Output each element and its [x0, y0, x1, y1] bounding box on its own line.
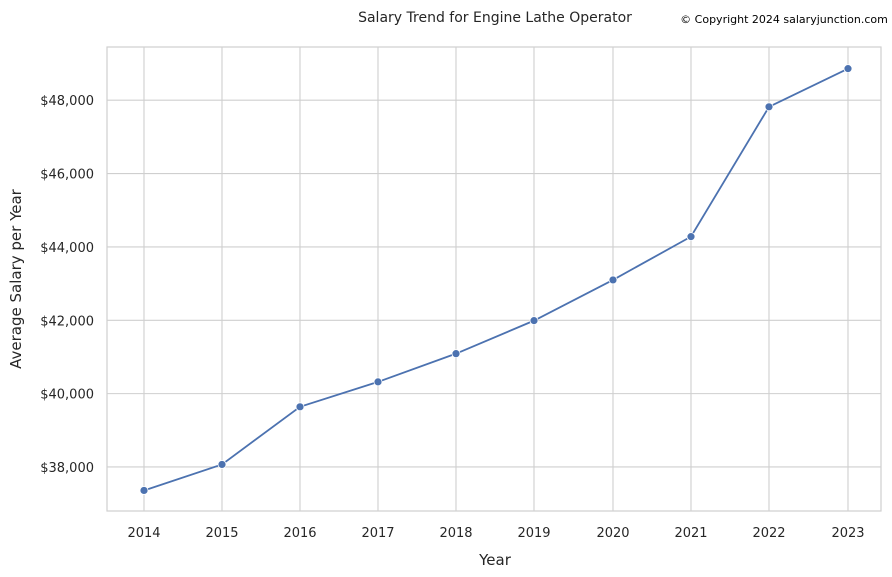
y-tick-label: $44,000: [40, 241, 94, 256]
data-point: [686, 232, 696, 242]
series-line: [143, 67, 849, 492]
data-point: [451, 349, 461, 359]
series-layer: [139, 64, 853, 495]
data-point: [373, 377, 383, 387]
x-tick-label: 2023: [831, 526, 864, 541]
x-tick-label: 2016: [283, 526, 316, 541]
x-axis-ticks: 2014 2015 2016 2017 2018 2019 2020 2021 2022 2023: [127, 526, 864, 541]
x-tick-label: 2022: [752, 526, 785, 541]
y-tick-label: $38,000: [40, 461, 94, 476]
x-tick-label: 2019: [517, 526, 550, 541]
data-point: [217, 460, 227, 469]
y-axis-ticks: $38,000 $40,000 $42,000 $44,000 $46,000 $48,0…: [40, 94, 94, 476]
data-point: [608, 275, 618, 285]
y-tick-label: $42,000: [40, 314, 94, 329]
x-axis-label: Year: [478, 551, 512, 569]
data-point: [529, 316, 539, 326]
data-point: [295, 402, 305, 412]
y-tick-label: $40,000: [40, 388, 94, 403]
y-tick-label: $48,000: [40, 94, 94, 109]
x-tick-label: 2014: [127, 526, 160, 541]
copyright-annotation: © Copyright 2024 salaryjunction.com: [680, 13, 888, 26]
plot-area-frame: [106, 46, 882, 512]
data-point: [843, 64, 853, 74]
x-tick-label: 2017: [361, 526, 394, 541]
grid-lines: [107, 47, 881, 511]
data-point: [764, 102, 774, 112]
x-tick-label: 2015: [205, 526, 238, 541]
x-tick-label: 2018: [439, 526, 472, 541]
data-point: [139, 486, 149, 495]
y-axis-label: Average Salary per Year: [7, 188, 25, 369]
y-tick-label: $46,000: [40, 168, 94, 183]
x-tick-label: 2020: [596, 526, 629, 541]
x-tick-label: 2021: [674, 526, 707, 541]
chart-title: Salary Trend for Engine Lathe Operator: [358, 10, 632, 26]
